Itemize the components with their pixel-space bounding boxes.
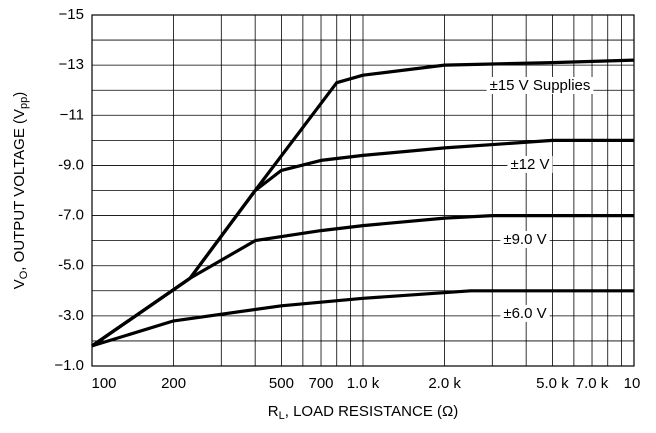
line-series (91, 214, 634, 348)
x-tick-label: 100 (91, 375, 116, 392)
y-tick-label: -7.0 (58, 207, 84, 224)
series-label-bg (486, 76, 594, 94)
plot-frame (91, 14, 635, 367)
series-label: ±12 V (510, 156, 549, 173)
series-label: ±9.0 V (503, 231, 546, 248)
x-axis-title-part: , LOAD RESISTANCE (Ω) (285, 403, 458, 420)
y-axis-title-part: ) (11, 92, 28, 97)
x-axis-title-part: R (268, 403, 279, 420)
line-series (91, 138, 634, 348)
x-axis-title: RL, LOAD RESISTANCE (Ω) (268, 403, 458, 422)
x-tick-label: 10 (624, 375, 641, 392)
line-series (91, 289, 634, 348)
y-tick-label: -3.0 (58, 307, 84, 324)
y-tick-label: −11 (60, 106, 84, 123)
y-tick-label: -5.0 (58, 257, 84, 274)
x-tick-label: 7.0 k (576, 375, 609, 392)
series-label-bg (500, 304, 550, 322)
series-label: ±15 V Supplies (490, 77, 591, 94)
x-tick-label: 5.0 k (536, 375, 569, 392)
x-tick-label: 1.0 k (347, 375, 380, 392)
y-axis-title-part: pp (18, 97, 30, 109)
x-tick-label: 700 (309, 375, 334, 392)
y-axis-title: VO, OUTPUT VOLTAGE (Vpp) (11, 92, 30, 290)
series-label: ±6.0 V (503, 305, 546, 322)
x-tick-label: 500 (269, 375, 294, 392)
y-axis-title-part: V (11, 279, 28, 289)
series-label-bg (507, 155, 553, 173)
x-tick-label: 2.0 k (428, 375, 461, 392)
series-label-bg (500, 230, 550, 248)
y-axis-title-part: , OUTPUT VOLTAGE (V (11, 109, 28, 271)
x-axis-title-part: L (279, 410, 285, 422)
y-tick-label: −1.0 (54, 357, 84, 374)
y-tick-label: −15 (59, 6, 84, 23)
y-axis-title-part: O (18, 270, 30, 279)
y-tick-label: -9.0 (58, 156, 84, 173)
y-tick-label: −13 (59, 56, 84, 73)
x-tick-label: 200 (161, 375, 186, 392)
